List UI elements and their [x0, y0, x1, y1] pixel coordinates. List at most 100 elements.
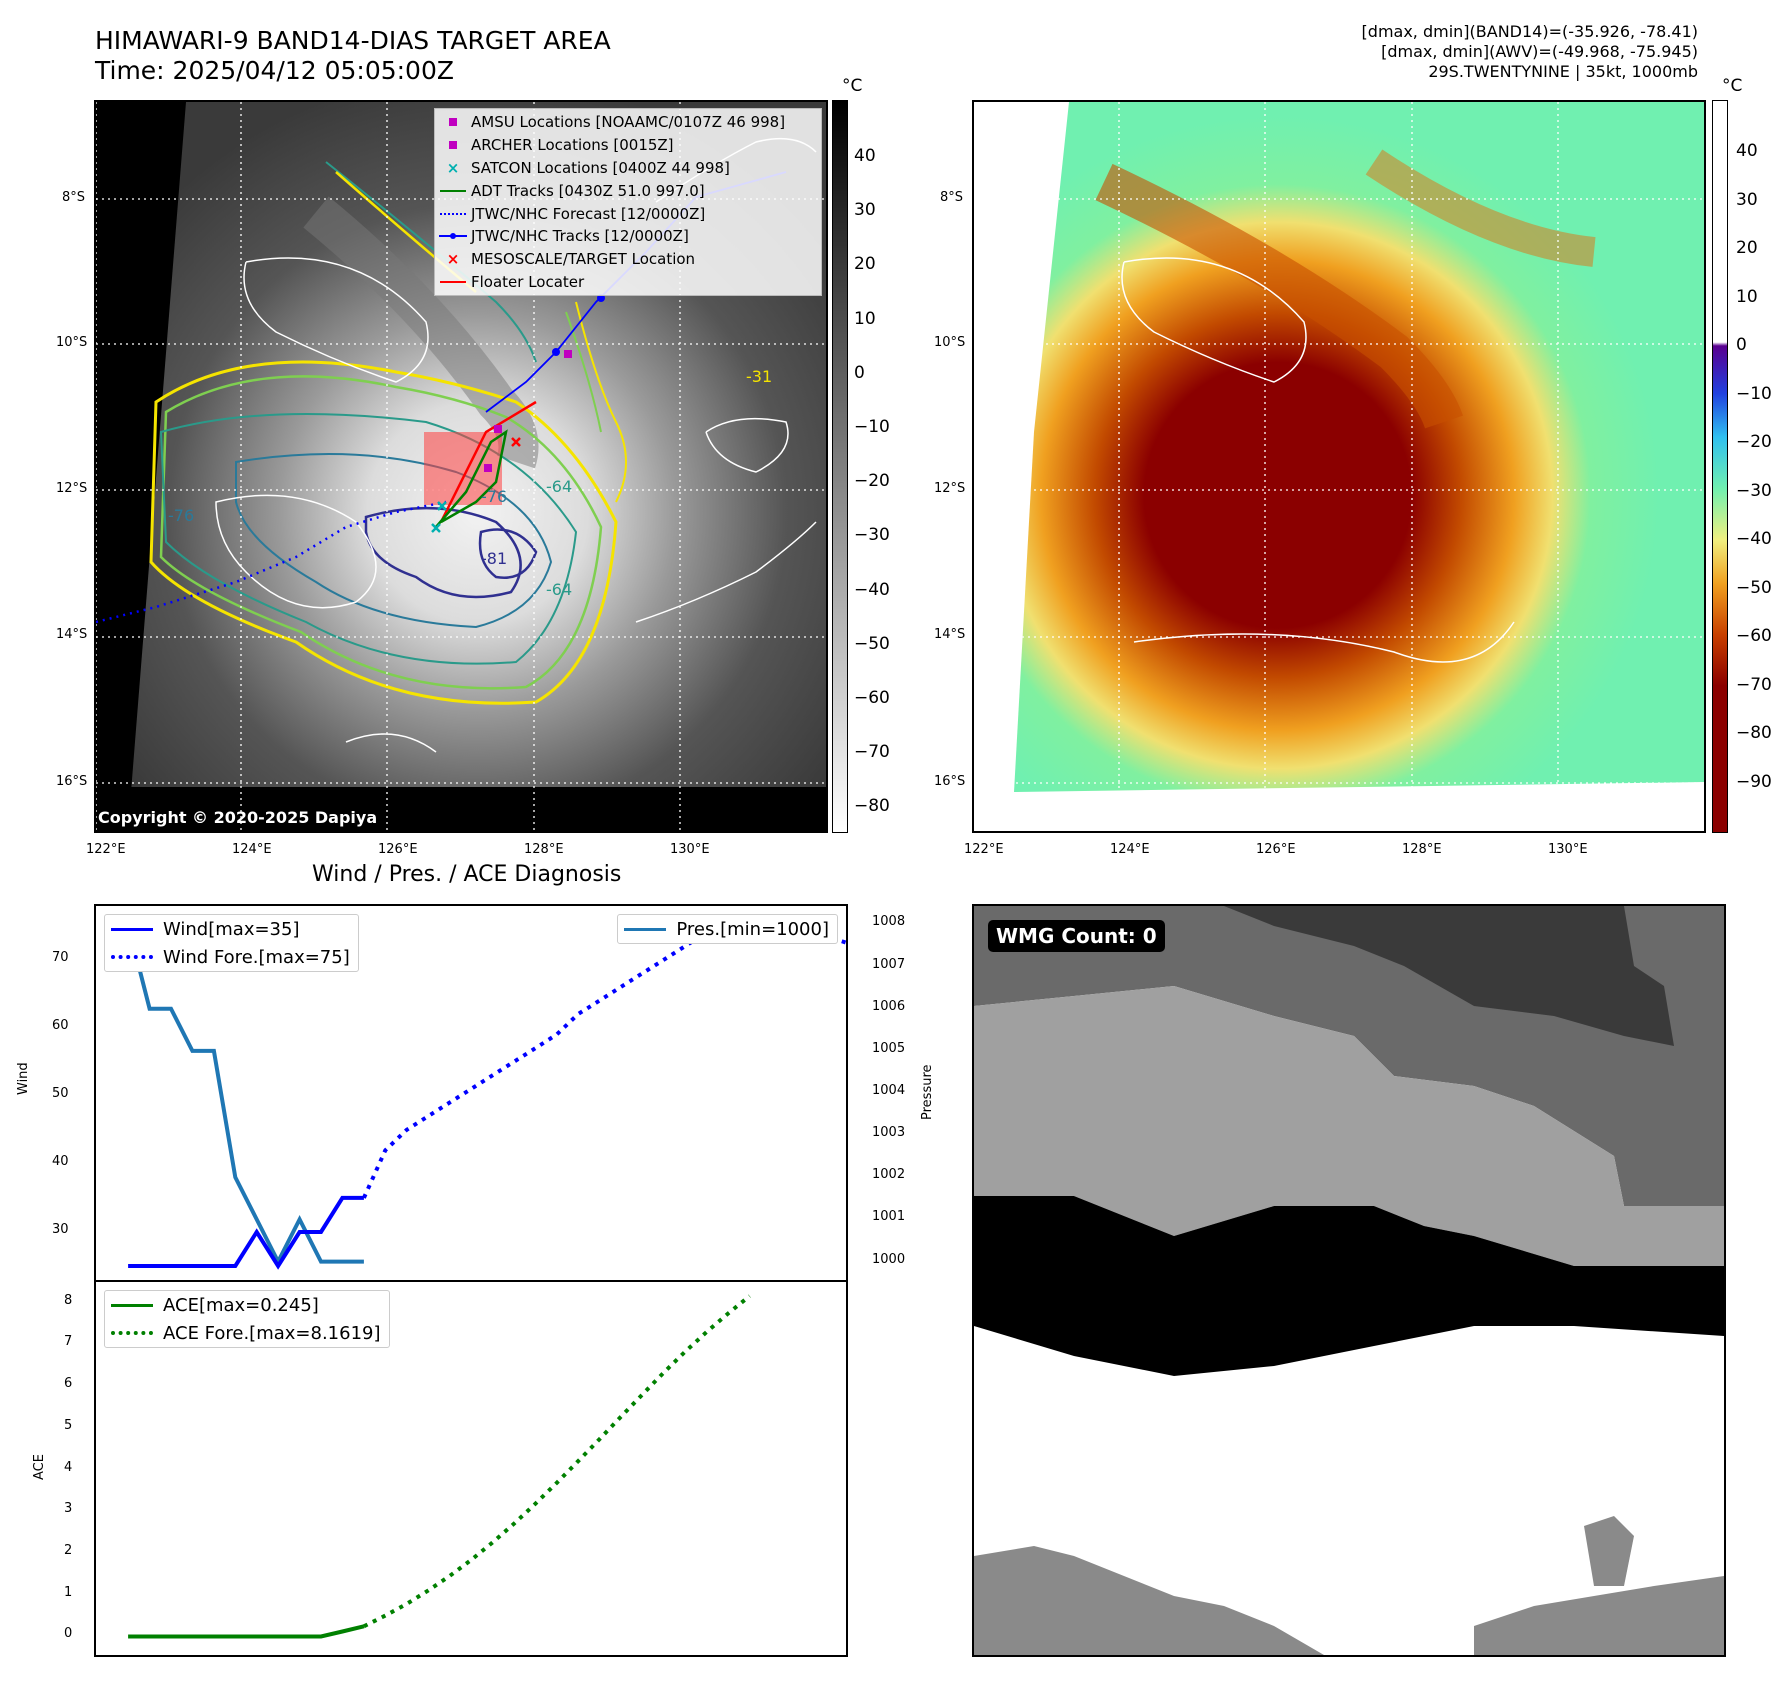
pressure-tick: 1006: [872, 998, 906, 1014]
contour-label: -76: [168, 506, 195, 525]
pressure-tick: 1001: [872, 1209, 906, 1225]
track-legend: AMSU Locations [NOAAMC/0107Z 46 998] ARC…: [434, 108, 822, 297]
lat-tick: 16°S: [56, 774, 88, 789]
pressure-tick: 1005: [872, 1040, 906, 1056]
wind-line: [128, 1195, 364, 1270]
lat-tick: 10°S: [56, 335, 88, 350]
ace-line: [128, 1624, 365, 1639]
lat-tick: 16°S: [934, 774, 966, 789]
wind-tick: 50: [52, 1085, 69, 1101]
color-map: [974, 102, 1704, 831]
wind-pressure-plot: [126, 923, 846, 1270]
colorbar-tick: 30: [854, 200, 876, 221]
copyright-label: Copyright © 2020-2025 Dapiya: [98, 808, 378, 827]
colorbar-tick: −10: [854, 417, 890, 437]
lat-tick: 8°S: [940, 190, 964, 205]
colorbar-tick: −70: [854, 742, 890, 763]
contour-label: -64: [546, 580, 573, 599]
colorbar-tick: −50: [854, 633, 890, 654]
colorbar-tick: 40: [854, 146, 876, 166]
colorbar-tick: 10: [854, 308, 876, 329]
ace-tick: 8: [64, 1292, 73, 1308]
stats-block: [dmax, dmin](BAND14)=(-35.926, -78.41) […: [1361, 22, 1698, 81]
colorbar-tick: −80: [1736, 723, 1772, 743]
colorbar-tick: 30: [1736, 189, 1758, 210]
contour-label: -64: [546, 477, 573, 496]
pressure-tick: 1004: [872, 1083, 906, 1098]
legend-row: ADT Tracks [0430Z 51.0 997.0]: [435, 179, 821, 202]
lat-tick: 12°S: [56, 481, 88, 496]
colorbar-tick: −50: [1736, 577, 1772, 598]
colorbar-tick: 20: [1736, 238, 1758, 258]
lat-tick: 10°S: [934, 335, 966, 350]
ace-tick: 6: [64, 1376, 73, 1392]
colorbar-tick: 20: [854, 254, 876, 275]
legend-row: Floater Locater: [435, 271, 821, 294]
lat-tick: 12°S: [934, 481, 966, 496]
lat-tick: 14°S: [56, 627, 88, 642]
ace-tick: 3: [64, 1501, 73, 1517]
legend-row: JTWC/NHC Forecast [12/0000Z]: [435, 202, 821, 225]
ace-fore-legend-label: ACE Fore.[max=8.1619]: [163, 1322, 381, 1344]
wind-fore-legend-label: Wind Fore.[max=75]: [163, 946, 350, 968]
colorbar-tick: −20: [1736, 432, 1772, 452]
ace-chart: ACE[max=0.245] ACE Fore.[max=8.1619]: [94, 1280, 848, 1657]
ace-tick: 5: [64, 1417, 73, 1433]
lon-tick: 126°E: [378, 842, 418, 857]
pressure-tick: 1008: [872, 914, 906, 930]
wind-tick: 60: [52, 1017, 69, 1033]
lon-tick: 124°E: [232, 842, 272, 857]
wind-tick: 70: [52, 949, 69, 965]
color-map-panel: [972, 100, 1706, 833]
pressure-tick: 1002: [872, 1167, 906, 1183]
lon-tick: 130°E: [670, 842, 710, 857]
colorbar-tick: 40: [1736, 141, 1758, 161]
lon-tick: 130°E: [1548, 842, 1588, 857]
legend-row: JTWC/NHC Tracks [12/0000Z]: [435, 225, 821, 248]
contour-label: -76: [481, 487, 508, 506]
pressure-line: [126, 923, 364, 1267]
lat-tick: 8°S: [62, 190, 86, 205]
contour-label: -31: [746, 367, 773, 386]
wind-tick: 30: [52, 1221, 69, 1237]
wmg-count-badge: WMG Count: 0: [988, 920, 1165, 952]
lon-tick: 122°E: [86, 842, 126, 857]
ace-plot: [128, 1294, 751, 1639]
lon-tick: 124°E: [1110, 842, 1150, 857]
colorbar-tick: −10: [1736, 383, 1772, 404]
colorbar-unit: °C: [1722, 76, 1743, 96]
gray-colorbar: [832, 100, 848, 833]
colorbar-tick: 0: [854, 362, 865, 383]
colorbar-tick: 10: [1736, 286, 1758, 307]
legend-row: AMSU Locations [NOAAMC/0107Z 46 998]: [435, 111, 821, 134]
colorbar-tick: −40: [1736, 529, 1772, 549]
wind-pressure-chart: Wind[max=35] Wind Fore.[max=75] Pres.[mi…: [94, 904, 848, 1282]
colorbar-tick: 0: [1736, 335, 1747, 355]
colorbar-tick: −30: [1736, 480, 1772, 501]
colorbar-unit: °C: [842, 76, 863, 96]
ace-tick: 1: [64, 1584, 73, 1600]
legend-row: × MESOSCALE/TARGET Location: [446, 250, 696, 269]
wind-ylabel: Wind: [16, 1062, 31, 1095]
wind-forecast-line: [362, 923, 846, 1199]
ace-tick: 4: [64, 1459, 73, 1475]
pressure-tick: 1007: [872, 956, 906, 972]
colorbar-tick: −60: [854, 688, 890, 708]
lon-tick: 126°E: [1256, 842, 1296, 857]
ace-tick: 7: [64, 1334, 73, 1350]
legend-row: ARCHER Locations [0015Z]: [435, 134, 821, 157]
colorbar-tick: −60: [1736, 626, 1772, 646]
lat-tick: 14°S: [934, 627, 966, 642]
colorbar-tick: −30: [854, 525, 890, 546]
pressure-tick: 1003: [872, 1125, 906, 1141]
lon-tick: 122°E: [964, 842, 1004, 857]
pres-ylabel: Pressure: [920, 1064, 935, 1120]
pressure-tick: 1000: [872, 1251, 906, 1267]
wind-legend-label: Wind[max=35]: [163, 918, 300, 940]
colorbar-tick: −20: [854, 471, 890, 492]
lon-tick: 128°E: [524, 842, 564, 857]
ace-tick: 2: [64, 1543, 73, 1559]
wind-tick: 40: [52, 1153, 69, 1169]
ace-ylabel: ACE: [32, 1454, 47, 1480]
color-colorbar: [1712, 100, 1728, 833]
